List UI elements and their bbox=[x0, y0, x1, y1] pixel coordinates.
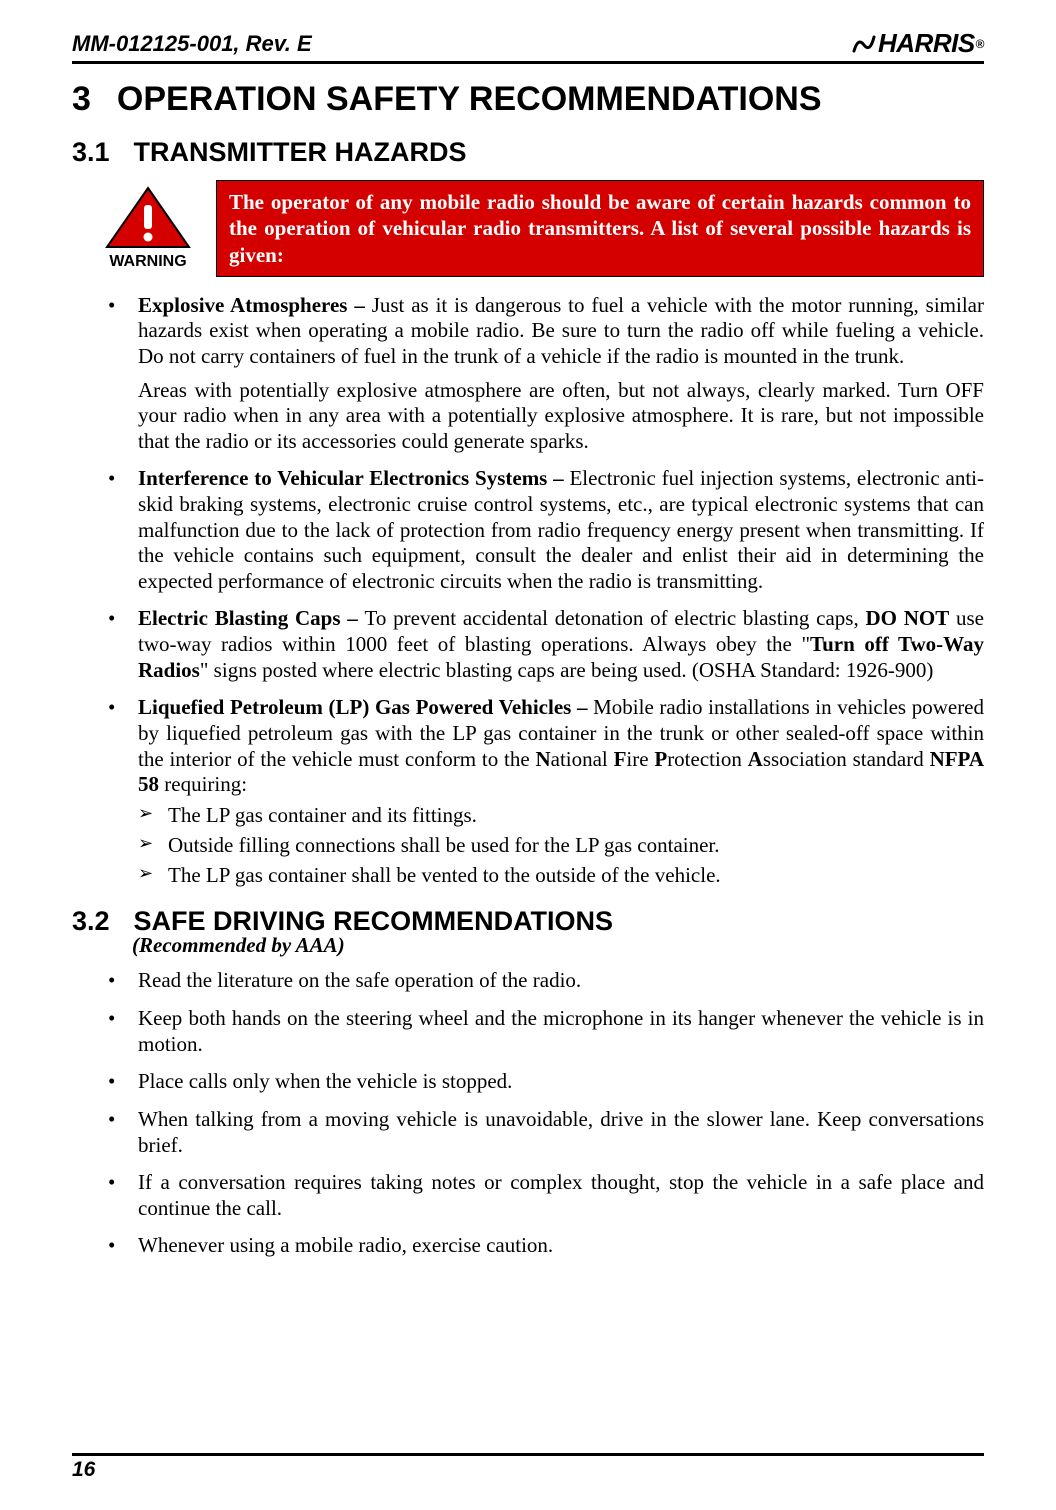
heading-1: 3 OPERATION SAFETY RECOMMENDATIONS bbox=[72, 80, 984, 119]
page: MM-012125-001, Rev. E HARRIS® 3 OPERATIO… bbox=[0, 0, 1056, 1510]
h2-number: 3.1 bbox=[72, 137, 110, 168]
lp-sub-item: Outside filling connections shall be use… bbox=[138, 832, 984, 858]
hazard-extra-para: Areas with potentially explosive atmosph… bbox=[138, 378, 984, 455]
driving-item: Keep both hands on the steering wheel an… bbox=[108, 1006, 984, 1057]
warning-icon-cell: WARNING bbox=[94, 180, 202, 277]
driving-list: Read the literature on the safe operatio… bbox=[108, 968, 984, 1258]
hazard-item-interference: Interference to Vehicular Electronics Sy… bbox=[108, 466, 984, 594]
lp-sub-item: The LP gas container and its fittings. bbox=[138, 802, 984, 828]
driving-item: Read the literature on the safe operatio… bbox=[108, 968, 984, 994]
logo-reg: ® bbox=[976, 37, 984, 51]
h2-number: 3.2 bbox=[72, 906, 110, 937]
logo-icon bbox=[850, 31, 878, 57]
header-rule bbox=[72, 61, 984, 64]
logo-text: HARRIS bbox=[878, 28, 975, 59]
hazard-item-explosive: Explosive Atmospheres – Just as it is da… bbox=[108, 293, 984, 455]
warning-text-box: The operator of any mobile radio should … bbox=[216, 180, 984, 277]
hazard-lead: Explosive Atmospheres – bbox=[138, 293, 372, 317]
h2-title: TRANSMITTER HAZARDS bbox=[134, 137, 467, 168]
warning-callout: WARNING The operator of any mobile radio… bbox=[94, 180, 984, 277]
heading-2-hazards: 3.1 TRANSMITTER HAZARDS bbox=[72, 137, 984, 168]
warning-label: WARNING bbox=[109, 253, 186, 271]
hazard-item-blasting: Electric Blasting Caps – To prevent acci… bbox=[108, 606, 984, 683]
lp-sublist: The LP gas container and its fittings. O… bbox=[138, 802, 984, 889]
driving-item: Place calls only when the vehicle is sto… bbox=[108, 1069, 984, 1095]
driving-item: Whenever using a mobile radio, exercise … bbox=[108, 1233, 984, 1259]
page-number: 16 bbox=[72, 1458, 984, 1482]
brand-logo: HARRIS® bbox=[850, 28, 984, 59]
warning-triangle-icon bbox=[104, 185, 192, 251]
driving-item: If a conversation requires taking notes … bbox=[108, 1170, 984, 1221]
document-id: MM-012125-001, Rev. E bbox=[72, 31, 312, 57]
page-header: MM-012125-001, Rev. E HARRIS® bbox=[72, 28, 984, 59]
h1-number: 3 bbox=[72, 80, 91, 119]
footer-rule bbox=[72, 1453, 984, 1456]
hazards-list: Explosive Atmospheres – Just as it is da… bbox=[108, 293, 984, 889]
driving-item: When talking from a moving vehicle is un… bbox=[108, 1107, 984, 1158]
lp-sub-item: The LP gas container shall be vented to … bbox=[138, 862, 984, 888]
hazard-item-lp-gas: Liquefied Petroleum (LP) Gas Powered Veh… bbox=[108, 695, 984, 888]
hazard-lead: Interference to Vehicular Electronics Sy… bbox=[138, 466, 569, 490]
page-footer: 16 bbox=[72, 1453, 984, 1482]
hazard-lead: Electric Blasting Caps – bbox=[138, 606, 365, 630]
hazard-lead: Liquefied Petroleum (LP) Gas Powered Veh… bbox=[138, 695, 593, 719]
h1-title: OPERATION SAFETY RECOMMENDATIONS bbox=[117, 80, 822, 119]
